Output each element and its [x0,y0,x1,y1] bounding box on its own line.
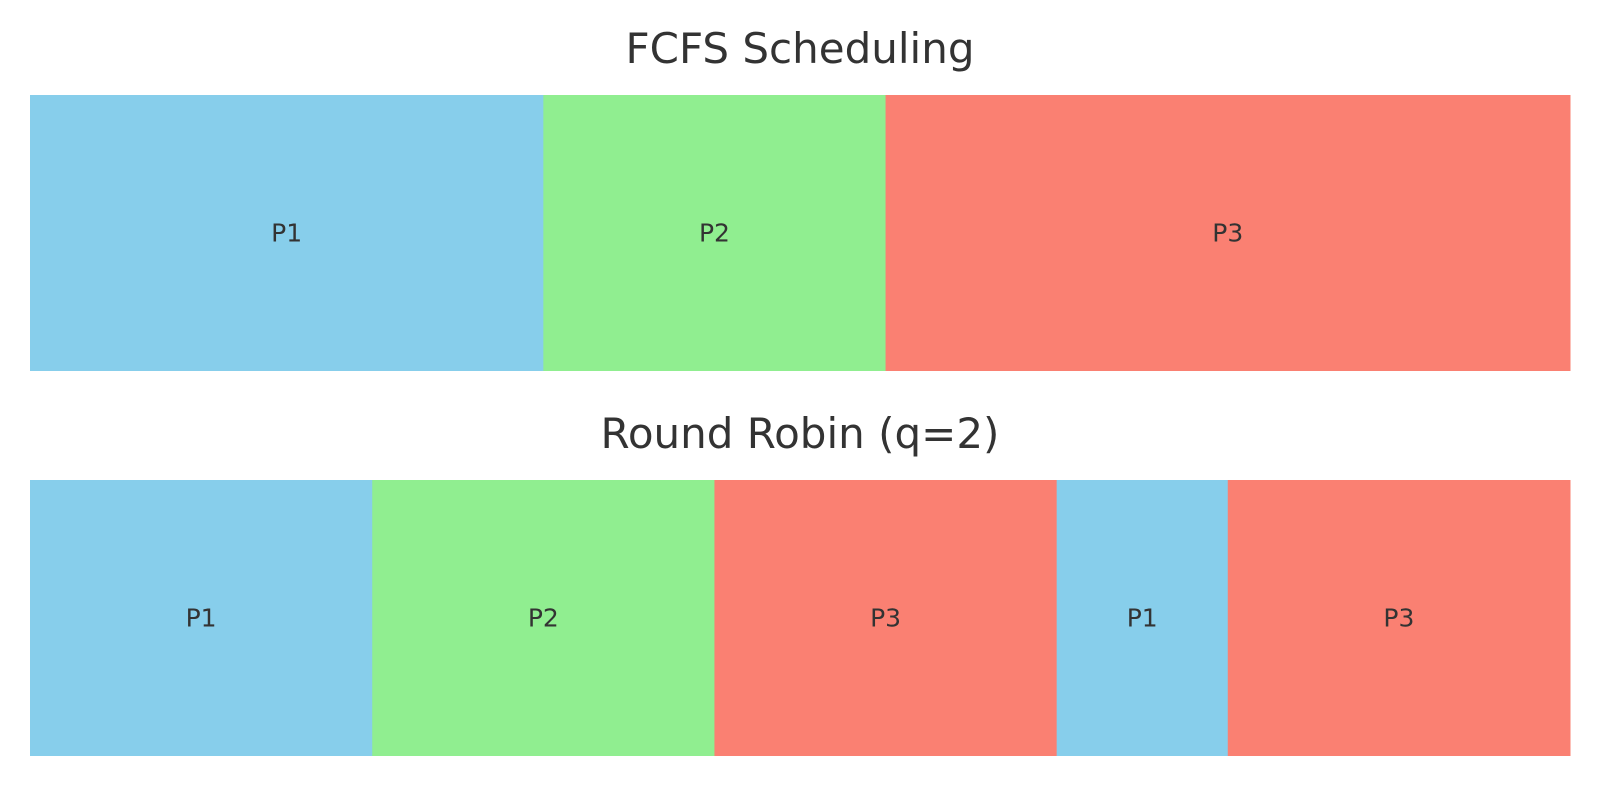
fcfs-chart-title: FCFS Scheduling [625,24,975,73]
round-robin-bar-label: P3 [1383,604,1414,633]
round-robin-bar-label: P2 [528,604,559,633]
round-robin-chart-title: Round Robin (q=2) [600,409,1000,458]
round-robin-bar-p3 [1227,480,1571,756]
round-robin-segment-p1: P1 [30,480,373,756]
fcfs-bar-p1 [30,95,544,371]
fcfs-segment-p1: P1 [30,95,544,371]
round-robin-segment-p2: P2 [372,480,715,756]
fcfs-bar-p3 [885,95,1571,371]
round-robin-segment-p3: P3 [1227,480,1571,756]
round-robin-bar-label: P3 [870,604,901,633]
round-robin-bar-p1 [30,480,373,756]
round-robin-bar-p1 [1056,480,1229,756]
round-robin-gantt-chart: P1 P2 P3 P1 P3 [30,480,1571,756]
round-robin-bar-label: P1 [1127,604,1158,633]
round-robin-bar-p2 [372,480,715,756]
fcfs-bar-label: P2 [699,219,730,248]
fcfs-bar-label: P1 [271,219,302,248]
fcfs-segment-p3: P3 [885,95,1571,371]
round-robin-bar-label: P1 [186,604,217,633]
round-robin-segment-p3: P3 [714,480,1058,756]
fcfs-bar-p2 [543,95,887,371]
round-robin-bar-p3 [714,480,1058,756]
round-robin-segment-p1: P1 [1056,480,1229,756]
fcfs-bar-label: P3 [1212,219,1243,248]
fcfs-segment-p2: P2 [543,95,887,371]
fcfs-gantt-chart: P1 P2 P3 [30,95,1571,371]
